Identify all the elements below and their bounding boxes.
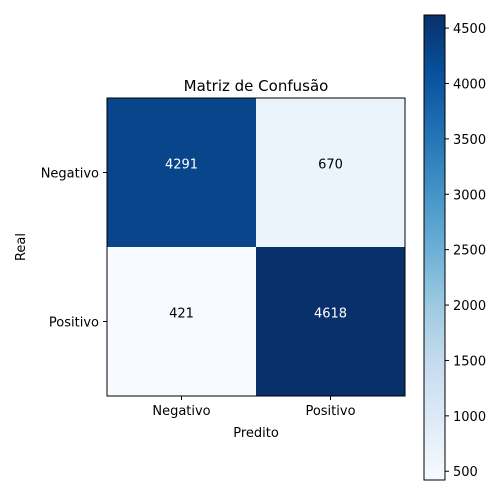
heatmap-cell-labels: 4291 670 421 4618 [165,158,347,322]
cell-value-label: 670 [318,158,343,173]
cell-value-label: 4291 [165,158,198,173]
heatmap-cell [107,98,256,247]
y-tick-label: Negativo [41,167,99,182]
colorbar-tick-label: 4000 [453,77,486,92]
colorbar-tick-label: 1000 [453,410,486,425]
cell-value-label: 421 [169,307,194,322]
colorbar-tick-label: 3000 [453,188,486,203]
colorbar-tick-label: 2000 [453,299,486,314]
x-tick-label: Negativo [152,404,210,419]
colorbar-tick-label: 3500 [453,133,486,148]
colorbar-ticks: 500 1000 1500 2000 2500 3000 3500 4000 4500 [445,22,486,480]
colorbar [423,14,446,481]
x-axis-ticks: Negativo Positivo [152,396,356,419]
heatmap-cells [107,98,405,396]
x-axis-label: Predito [233,426,279,441]
chart-title: Matriz de Confusão [184,77,329,95]
colorbar-tick-label: 4500 [453,22,486,37]
cell-value-label: 4618 [314,307,347,322]
heatmap-cell [256,98,405,247]
heatmap-cell [107,247,256,396]
x-tick-label: Positivo [305,404,355,419]
y-tick-label: Positivo [49,316,99,331]
colorbar-tick-label: 1500 [453,354,486,369]
y-axis-ticks: Negativo Positivo [41,167,107,331]
y-axis-label: Real [14,233,29,261]
colorbar-tick-label: 500 [453,465,478,480]
heatmap-cell [256,247,405,396]
plot-frame [106,97,406,397]
colorbar-tick-label: 2500 [453,244,486,259]
